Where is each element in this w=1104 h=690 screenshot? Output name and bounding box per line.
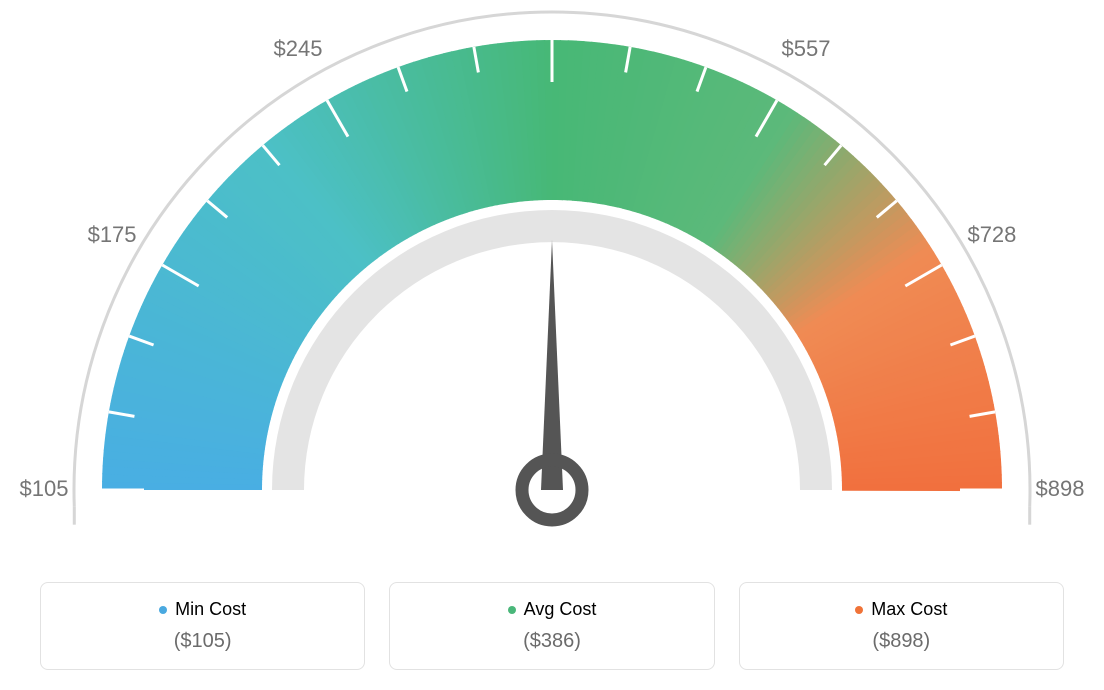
card-min-cost: Min Cost ($105) <box>40 582 365 670</box>
svg-text:$728: $728 <box>967 222 1016 247</box>
card-max-cost: Max Cost ($898) <box>739 582 1064 670</box>
card-title: Min Cost <box>159 599 246 620</box>
card-value: ($898) <box>752 630 1051 653</box>
gauge-area: $105$175$245$386$557$728$898 <box>0 0 1104 560</box>
card-label: Avg Cost <box>524 599 597 620</box>
card-label: Min Cost <box>175 599 246 620</box>
svg-text:$175: $175 <box>88 222 137 247</box>
svg-text:$105: $105 <box>20 476 69 501</box>
card-value: ($386) <box>402 630 701 653</box>
svg-text:$557: $557 <box>782 36 831 61</box>
dot-icon <box>855 606 863 614</box>
gauge-cost-chart: $105$175$245$386$557$728$898 Min Cost ($… <box>0 0 1104 690</box>
legend-cards: Min Cost ($105) Avg Cost ($386) Max Cost… <box>40 582 1064 670</box>
card-title: Max Cost <box>855 599 947 620</box>
card-value: ($105) <box>53 630 352 653</box>
dot-icon <box>159 606 167 614</box>
gauge-svg: $105$175$245$386$557$728$898 <box>0 0 1104 560</box>
card-avg-cost: Avg Cost ($386) <box>389 582 714 670</box>
card-title: Avg Cost <box>508 599 597 620</box>
svg-text:$898: $898 <box>1036 476 1085 501</box>
svg-text:$245: $245 <box>274 36 323 61</box>
dot-icon <box>508 606 516 614</box>
card-label: Max Cost <box>871 599 947 620</box>
